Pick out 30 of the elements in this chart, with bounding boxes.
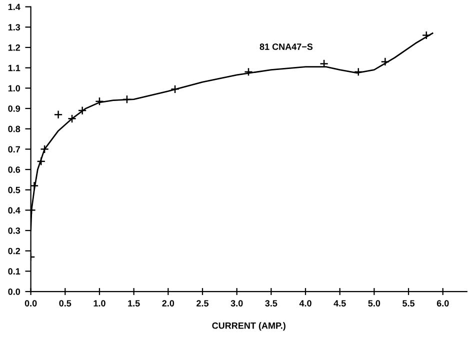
y-tick-label: 0.2 — [8, 248, 20, 254]
x-tick-label: 5.0 — [368, 300, 380, 307]
x-tick-label: 4.0 — [299, 300, 312, 307]
x-axis-title: CURRENT (AMP.) — [212, 322, 286, 331]
y-tick-label: 0.1 — [8, 268, 20, 275]
x-tick-label: 1.5 — [128, 300, 140, 307]
y-tick-label: 1.2 — [8, 44, 20, 51]
x-tick-label: 2.5 — [196, 300, 209, 307]
y-tick-label: 0.4 — [8, 207, 20, 214]
x-tick-label: 2.0 — [162, 300, 174, 307]
y-tick-label: 0.5 — [8, 186, 20, 194]
y-tick-label: 1.0 — [8, 85, 20, 92]
annotation: 81 CNA47−S — [260, 44, 313, 50]
x-tick-label: 6.0 — [436, 300, 449, 307]
x-tick-label: 5.5 — [402, 300, 415, 307]
y-tick-label: 1.4 — [8, 4, 20, 10]
x-tick-label: 4.5 — [334, 300, 346, 307]
y-tick-label: 0.6 — [8, 166, 20, 173]
y-tick-label: 1.3 — [8, 24, 20, 30]
x-tick-label: 0.5 — [59, 300, 72, 307]
x-tick-label: 0.0 — [24, 300, 37, 307]
y-tick-label: 0.3 — [8, 227, 20, 234]
x-tick-label: 1.0 — [94, 300, 106, 307]
y-tick-label: 0.7 — [8, 146, 20, 153]
x-tick-label: 3.5 — [265, 300, 278, 307]
y-tick-label: 0.9 — [8, 105, 20, 112]
y-tick-label: 1.1 — [8, 64, 20, 72]
x-tick-label: 3.0 — [230, 300, 243, 307]
y-tick-label: 0.8 — [8, 126, 20, 132]
y-tick-label: 0.0 — [8, 288, 20, 295]
